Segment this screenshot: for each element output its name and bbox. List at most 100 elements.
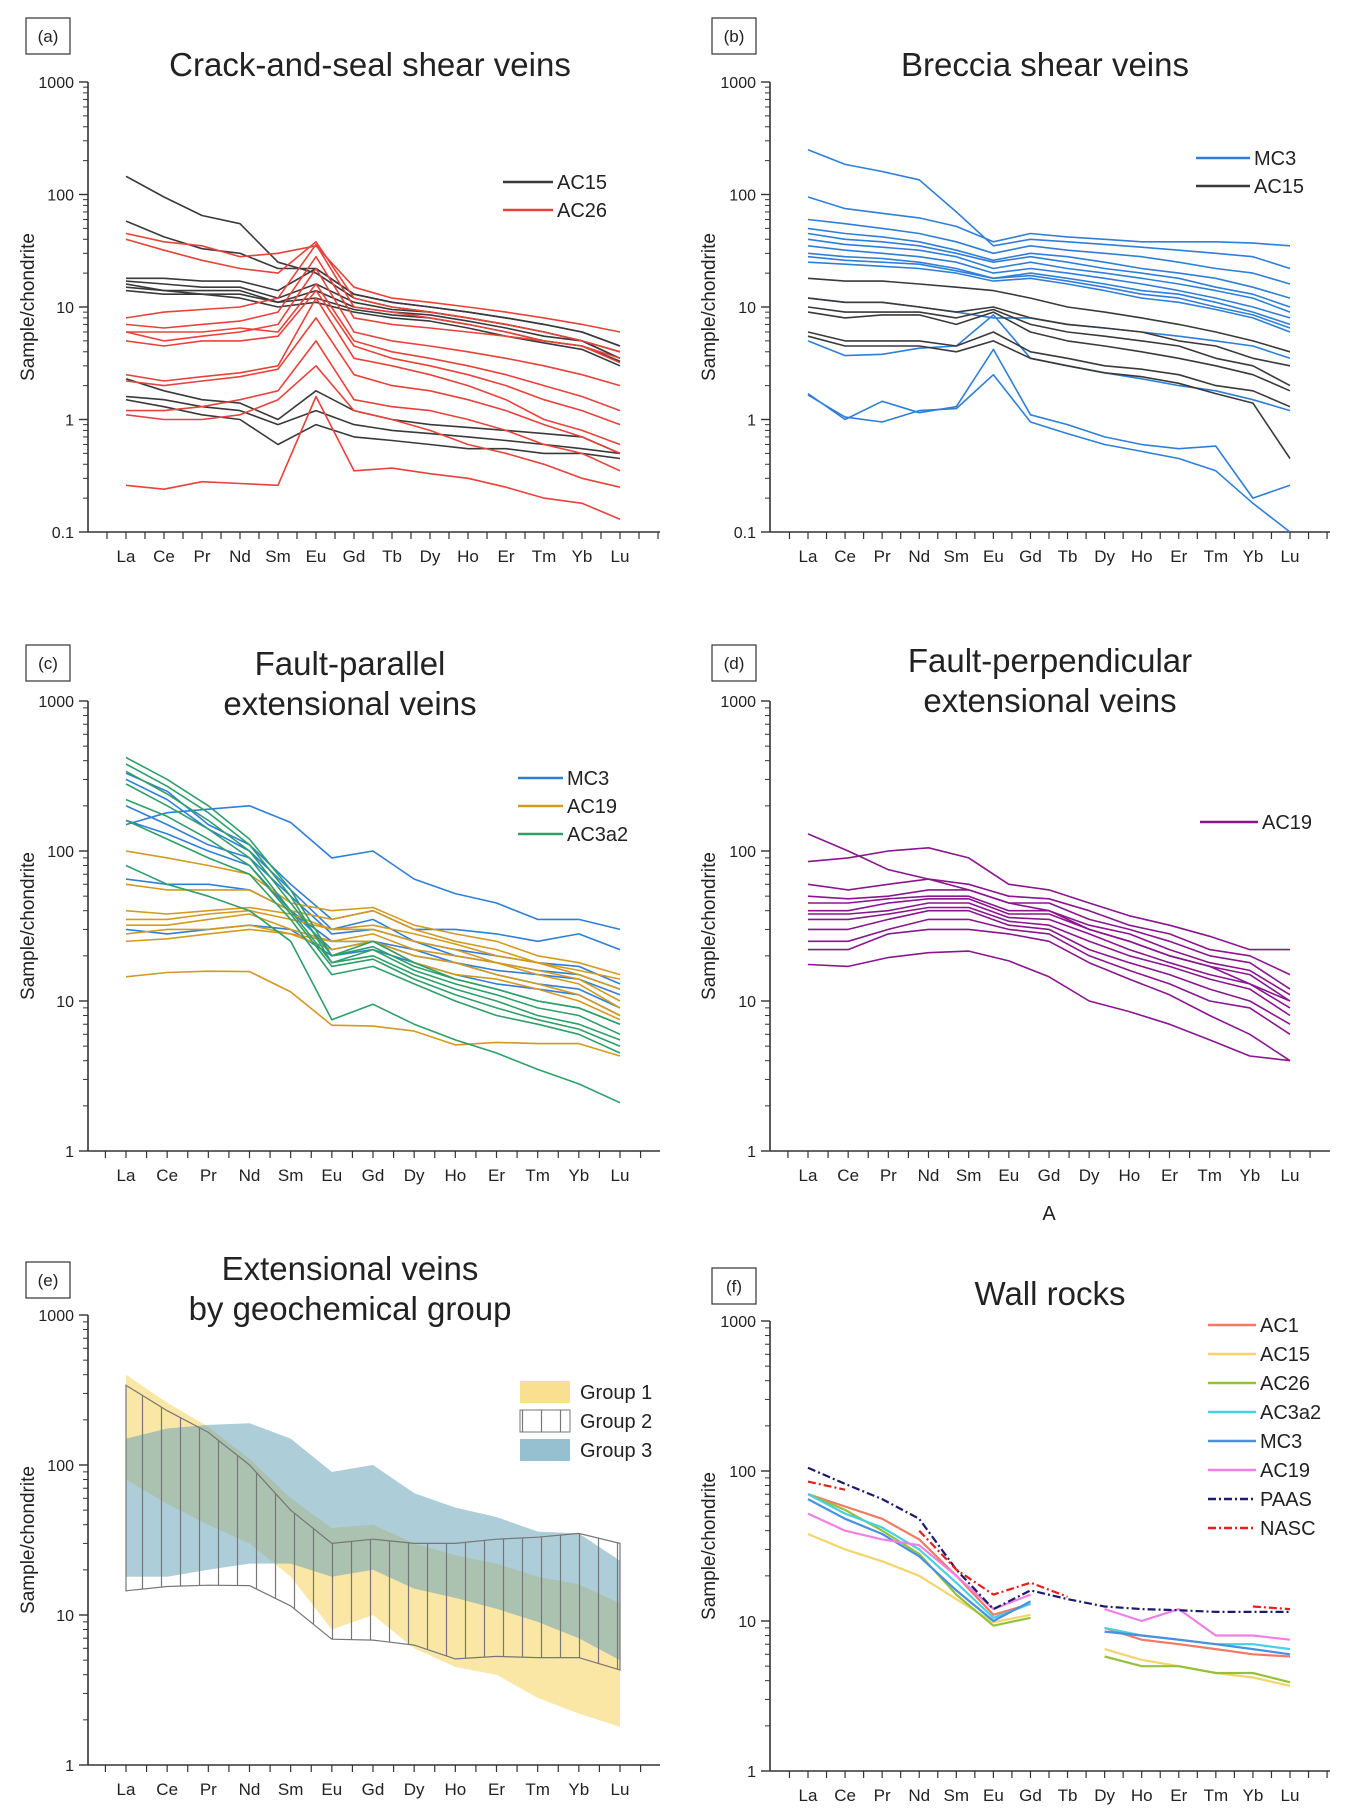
x-tick-label-sm: Sm xyxy=(265,547,291,566)
y-tick-label: 1 xyxy=(65,413,74,430)
x-tick-label-lu: Lu xyxy=(611,1166,630,1185)
chart-title: Fault-perpendicular extensional veins xyxy=(908,642,1192,719)
legend-label-group-3: Group 3 xyxy=(580,1440,652,1462)
extra-label: A xyxy=(1042,1203,1056,1225)
x-tick-label-nd: Nd xyxy=(908,1786,930,1805)
x-tick-label-er: Er xyxy=(488,1780,505,1799)
x-tick-label-lu: Lu xyxy=(611,547,630,566)
x-tick-label-er: Er xyxy=(498,547,515,566)
x-tick-label-ce: Ce xyxy=(153,547,175,566)
x-tick-label-tm: Tm xyxy=(525,1166,550,1185)
y-tick-label: 1000 xyxy=(38,1308,74,1325)
y-axis-label: Sample/chondrite xyxy=(699,852,720,1000)
x-tick-label-la: La xyxy=(799,1166,818,1185)
x-tick-label-ce: Ce xyxy=(834,547,856,566)
legend-label-ac26: AC26 xyxy=(557,200,607,222)
panel-label-box xyxy=(711,17,757,55)
x-tick-label-eu: Eu xyxy=(983,1786,1004,1805)
series-line-mc3 xyxy=(807,148,1291,270)
panel-label-box xyxy=(25,17,71,55)
series-line-ac15 xyxy=(807,306,1291,387)
y-tick-label: 100 xyxy=(729,844,756,861)
y-tick-label: 100 xyxy=(47,1458,74,1475)
series-line-ac3a2 xyxy=(125,819,621,1054)
chart-panel-a: (a) Crack-and-seal shear veins 0.1 1 10 100 10… xyxy=(18,17,660,566)
series-line-ac15 xyxy=(126,267,621,347)
x-tick-label-lu: Lu xyxy=(1281,1166,1300,1185)
x-tick-label-nd: Nd xyxy=(918,1166,940,1185)
series-line-ac19 xyxy=(808,906,1291,1017)
series-line-ac26 xyxy=(125,395,621,520)
series-line-ac19 xyxy=(125,850,621,976)
y-tick-label: 0.1 xyxy=(734,525,756,542)
series-line-ac26 xyxy=(126,340,621,472)
legend-swatch-group-1 xyxy=(520,1381,570,1403)
x-tick-label-pr: Pr xyxy=(874,1786,891,1805)
series-line-ac26 xyxy=(125,238,621,353)
series-line-ac15 xyxy=(807,335,1291,459)
series-line-ac19 xyxy=(808,898,1291,1002)
x-tick-label-ce: Ce xyxy=(156,1780,178,1799)
x-tick-label-dy: Dy xyxy=(1094,1786,1115,1805)
y-axis-label: Sample/chondrite xyxy=(699,1472,720,1620)
x-tick-label-eu: Eu xyxy=(998,1166,1019,1185)
x-tick-label-ce: Ce xyxy=(834,1786,856,1805)
x-tick-label-lu: Lu xyxy=(1281,547,1300,566)
x-tick-label-er: Er xyxy=(488,1166,505,1185)
x-tick-label-tm: Tm xyxy=(1197,1166,1222,1185)
legend-swatch-group-2 xyxy=(519,1409,571,1433)
x-tick-label-pr: Pr xyxy=(874,547,891,566)
legend-swatch-group-3 xyxy=(520,1439,570,1461)
series-line-ac19 xyxy=(126,913,621,1009)
series-line-ac15 xyxy=(807,1532,1291,1687)
x-tick-label-yb: Yb xyxy=(1239,1166,1260,1185)
legend-label-group-1: Group 1 xyxy=(580,1382,652,1404)
x-tick-label-er: Er xyxy=(1170,547,1187,566)
series-line-mc3 xyxy=(125,805,621,931)
panel-label: (f) xyxy=(726,1277,742,1296)
x-tick-label-gd: Gd xyxy=(362,1166,385,1185)
legend-label-ac1: AC1 xyxy=(1260,1315,1299,1337)
x-tick-label-tm: Tm xyxy=(1204,1786,1229,1805)
chart-panel-b: (b) Breccia shear veins 0.1 1 10 100 1000 Sampl… xyxy=(699,17,1330,566)
series-line-ac1 xyxy=(807,1493,1291,1658)
chart-title: Extensional veins by geochemical group xyxy=(189,1250,512,1327)
x-tick-label-la: La xyxy=(117,547,136,566)
chart-title: Wall rocks xyxy=(975,1275,1126,1312)
panel-label: (a) xyxy=(38,27,59,46)
area-group-2 xyxy=(125,1384,621,1671)
x-tick-label-ho: Ho xyxy=(457,547,479,566)
y-tick-label: 1 xyxy=(65,1758,74,1775)
series-line-ac15 xyxy=(807,311,1291,392)
panel-label-box xyxy=(711,644,757,682)
series-line-mc3 xyxy=(807,252,1291,326)
y-tick-label: 10 xyxy=(56,300,74,317)
x-tick-label-yb: Yb xyxy=(568,1166,589,1185)
y-tick-label: 100 xyxy=(729,188,756,205)
series-line-ac15 xyxy=(125,289,621,367)
x-tick-label-sm: Sm xyxy=(278,1780,304,1799)
series-line-paas xyxy=(807,1466,1290,1613)
x-tick-label-gd: Gd xyxy=(1038,1166,1061,1185)
x-tick-label-sm: Sm xyxy=(956,1166,982,1185)
series-line-ac15 xyxy=(125,175,621,360)
series-line-ac19 xyxy=(808,909,1291,1025)
chart-title: Fault-parallel extensional veins xyxy=(223,645,476,722)
x-tick-label-yb: Yb xyxy=(572,547,593,566)
chart-panel-c: (c) Fault-parallel extensional veins 1 10 100… xyxy=(18,644,660,1185)
x-tick-label-la: La xyxy=(117,1166,136,1185)
x-tick-label-tb: Tb xyxy=(1058,1786,1078,1805)
x-tick-label-gd: Gd xyxy=(362,1780,385,1799)
x-tick-label-dy: Dy xyxy=(1079,1166,1100,1185)
y-tick-label: 1000 xyxy=(720,694,756,711)
series-line-ac19 xyxy=(808,928,1291,1062)
y-tick-label: 1000 xyxy=(720,1314,756,1331)
y-tick-label: 1 xyxy=(65,1144,74,1161)
legend-label-paas: PAAS xyxy=(1260,1489,1312,1511)
series-line-ac15 xyxy=(807,297,1291,367)
series-line-ac19 xyxy=(807,1512,1291,1641)
y-axis-label: Sample/chondrite xyxy=(699,233,720,381)
series-line-ac3a2 xyxy=(125,770,621,1025)
series-line-ac26 xyxy=(125,297,621,446)
chart-panel-f: (f) Wall rocks 1 10 100 1000 Sample/chondrite L… xyxy=(699,1267,1330,1805)
